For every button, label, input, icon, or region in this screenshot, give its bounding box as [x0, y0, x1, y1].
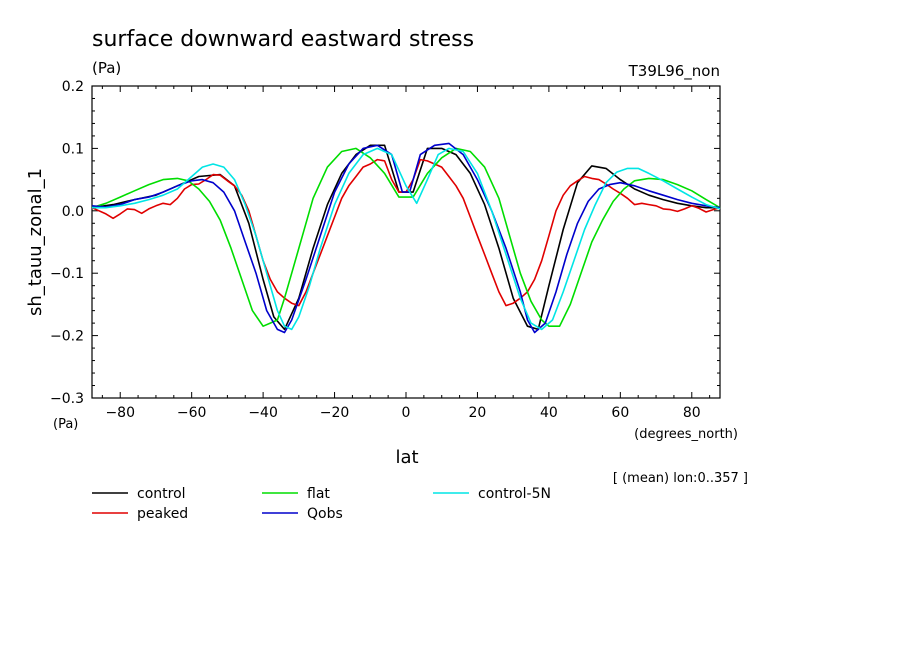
x-tick-labels: −80 −60 −40 −20 0 20 40 60 80 [105, 405, 700, 421]
series-line-qobs [91, 142, 721, 334]
title-units: (Pa) [92, 59, 121, 77]
y-tick-label: −0.1 [50, 266, 84, 282]
series-line-flat [91, 147, 721, 328]
y-tick-label: 0.2 [62, 79, 84, 95]
tick-marks [92, 85, 720, 399]
x-tick-label: −60 [177, 405, 207, 421]
legend-label-control: control [137, 486, 186, 502]
x-tick-label: −40 [248, 405, 278, 421]
y-tick-label: 0.0 [62, 204, 84, 220]
x-tick-label: 20 [469, 405, 487, 421]
y-tick-labels: −0.3 −0.2 −0.1 0.0 0.1 0.2 [50, 79, 84, 407]
y-tick-label: −0.2 [50, 329, 84, 345]
run-label: T39L96_non [628, 62, 720, 81]
x-tick-label: 0 [402, 405, 411, 421]
y-tick-label: 0.1 [62, 141, 84, 157]
chart-title: surface downward eastward stress [92, 27, 474, 52]
x-tick-label: −80 [105, 405, 135, 421]
legend-label-peaked: peaked [137, 506, 188, 522]
series-line-control-5n [92, 147, 721, 331]
mean-annotation: [ (mean) lon:0..357 ] [613, 471, 748, 486]
legend-label-flat: flat [307, 486, 330, 502]
y-axis-units: (Pa) [53, 417, 78, 432]
legend: control peaked flat Qobs control-5N [92, 486, 551, 522]
x-tick-label: −20 [320, 405, 350, 421]
x-axis-units: (degrees_north) [634, 427, 738, 442]
legend-label-qobs: Qobs [307, 506, 343, 522]
series-lines [91, 142, 721, 334]
plot-frame [91, 85, 721, 399]
x-tick-label: 60 [611, 405, 629, 421]
legend-label-control-5n: control-5N [478, 486, 551, 502]
x-tick-label: 40 [540, 405, 558, 421]
series-line-control [91, 144, 720, 331]
x-axis-label: lat [395, 447, 418, 468]
y-tick-label: −0.3 [50, 391, 84, 407]
series-line-peaked [91, 158, 721, 307]
x-tick-label: 80 [683, 405, 701, 421]
y-axis-label: sh_tauu_zonal_1 [25, 168, 46, 316]
